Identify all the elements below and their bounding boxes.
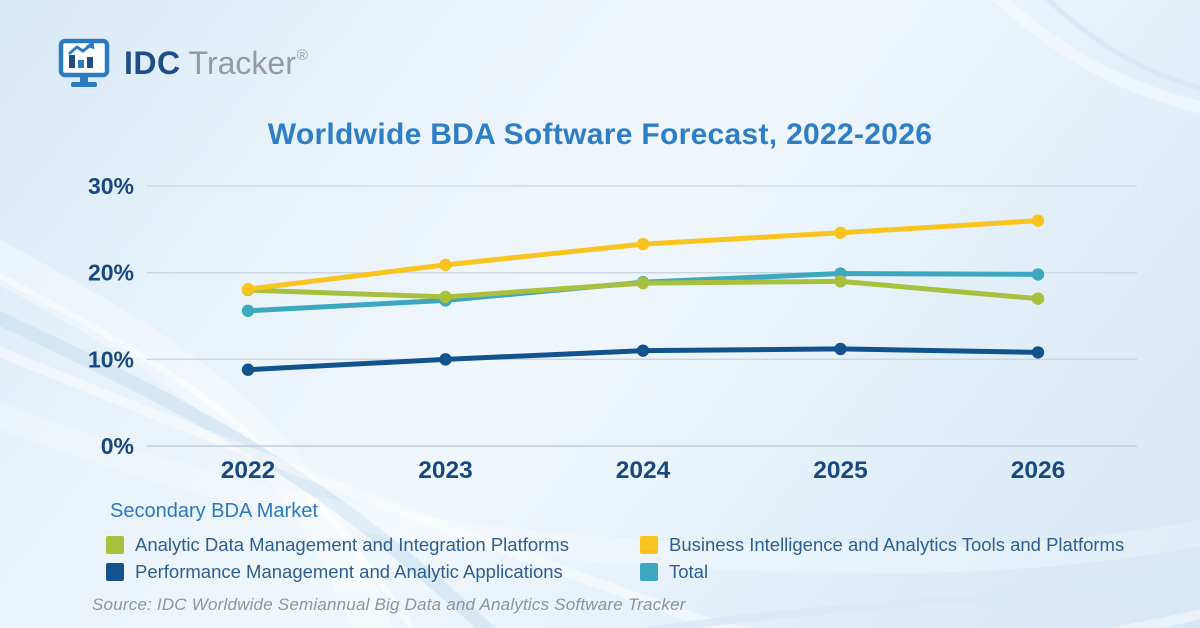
data-point-marker [1031, 214, 1045, 227]
legend-swatch [106, 562, 124, 581]
data-point-marker [1031, 268, 1045, 281]
data-point-marker [1031, 346, 1045, 359]
logo-text-idc: IDC [124, 44, 181, 81]
x-axis-tick-label: 2023 [418, 457, 473, 484]
legend-item-total: Total [640, 558, 1166, 585]
data-point-marker [241, 304, 255, 317]
data-point-marker [636, 237, 650, 251]
x-axis-tick-label: 2026 [1011, 457, 1066, 484]
data-point-marker [834, 275, 847, 288]
data-point-marker [439, 258, 452, 272]
data-point-marker [834, 342, 847, 356]
data-point-marker [241, 363, 255, 376]
legend-swatch [106, 535, 124, 554]
chart-legend: Secondary BDA Market Analytic Data Manag… [106, 500, 1166, 585]
y-axis-tick-label: 10% [88, 346, 134, 372]
logo-wordmark: IDC Tracker® [124, 45, 308, 82]
source-attribution: Source: IDC Worldwide Semiannual Big Dat… [92, 595, 686, 614]
legend-item-performance-management: Performance Management and Analytic Appl… [106, 558, 638, 585]
page-title: Worldwide BDA Software Forecast, 2022-20… [267, 118, 933, 151]
data-point-marker [439, 290, 452, 304]
y-axis-tick-label: 30% [88, 173, 134, 199]
y-axis-tick-label: 20% [88, 260, 134, 286]
data-point-marker [636, 276, 650, 290]
legend-item-analytic-data-management: Analytic Data Management and Integration… [106, 531, 638, 558]
monitor-chart-icon [58, 38, 110, 87]
legend-label: Business Intelligence and Analytics Tool… [669, 533, 1125, 555]
legend-swatch [640, 562, 658, 581]
legend-item-business-intelligence: Business Intelligence and Analytics Tool… [640, 531, 1166, 558]
legend-label: Performance Management and Analytic Appl… [135, 560, 563, 582]
data-point-marker [439, 353, 452, 366]
idc-tracker-logo: IDC Tracker® [58, 38, 308, 88]
x-axis-tick-label: 2024 [616, 457, 671, 484]
data-point-marker [241, 282, 255, 296]
data-point-marker [636, 344, 650, 357]
data-point-marker [1031, 292, 1045, 305]
legend-swatch [640, 535, 658, 554]
logo-text-tracker: Tracker [188, 44, 296, 81]
registered-trademark-symbol: ® [296, 46, 308, 64]
legend-title: Secondary BDA Market [110, 500, 318, 522]
y-axis-tick-label: 0% [101, 433, 134, 459]
legend-label: Analytic Data Management and Integration… [135, 533, 569, 555]
legend-label: Total [669, 560, 709, 582]
legend-grid: Analytic Data Management and Integration… [106, 531, 1166, 585]
x-axis-tick-label: 2025 [813, 457, 868, 484]
x-axis-tick-label: 2022 [221, 457, 276, 484]
data-point-marker [834, 226, 847, 239]
bda-line-chart: 0% 10% 20% 30% 2022 2023 2024 2025 2026 [88, 172, 1150, 484]
